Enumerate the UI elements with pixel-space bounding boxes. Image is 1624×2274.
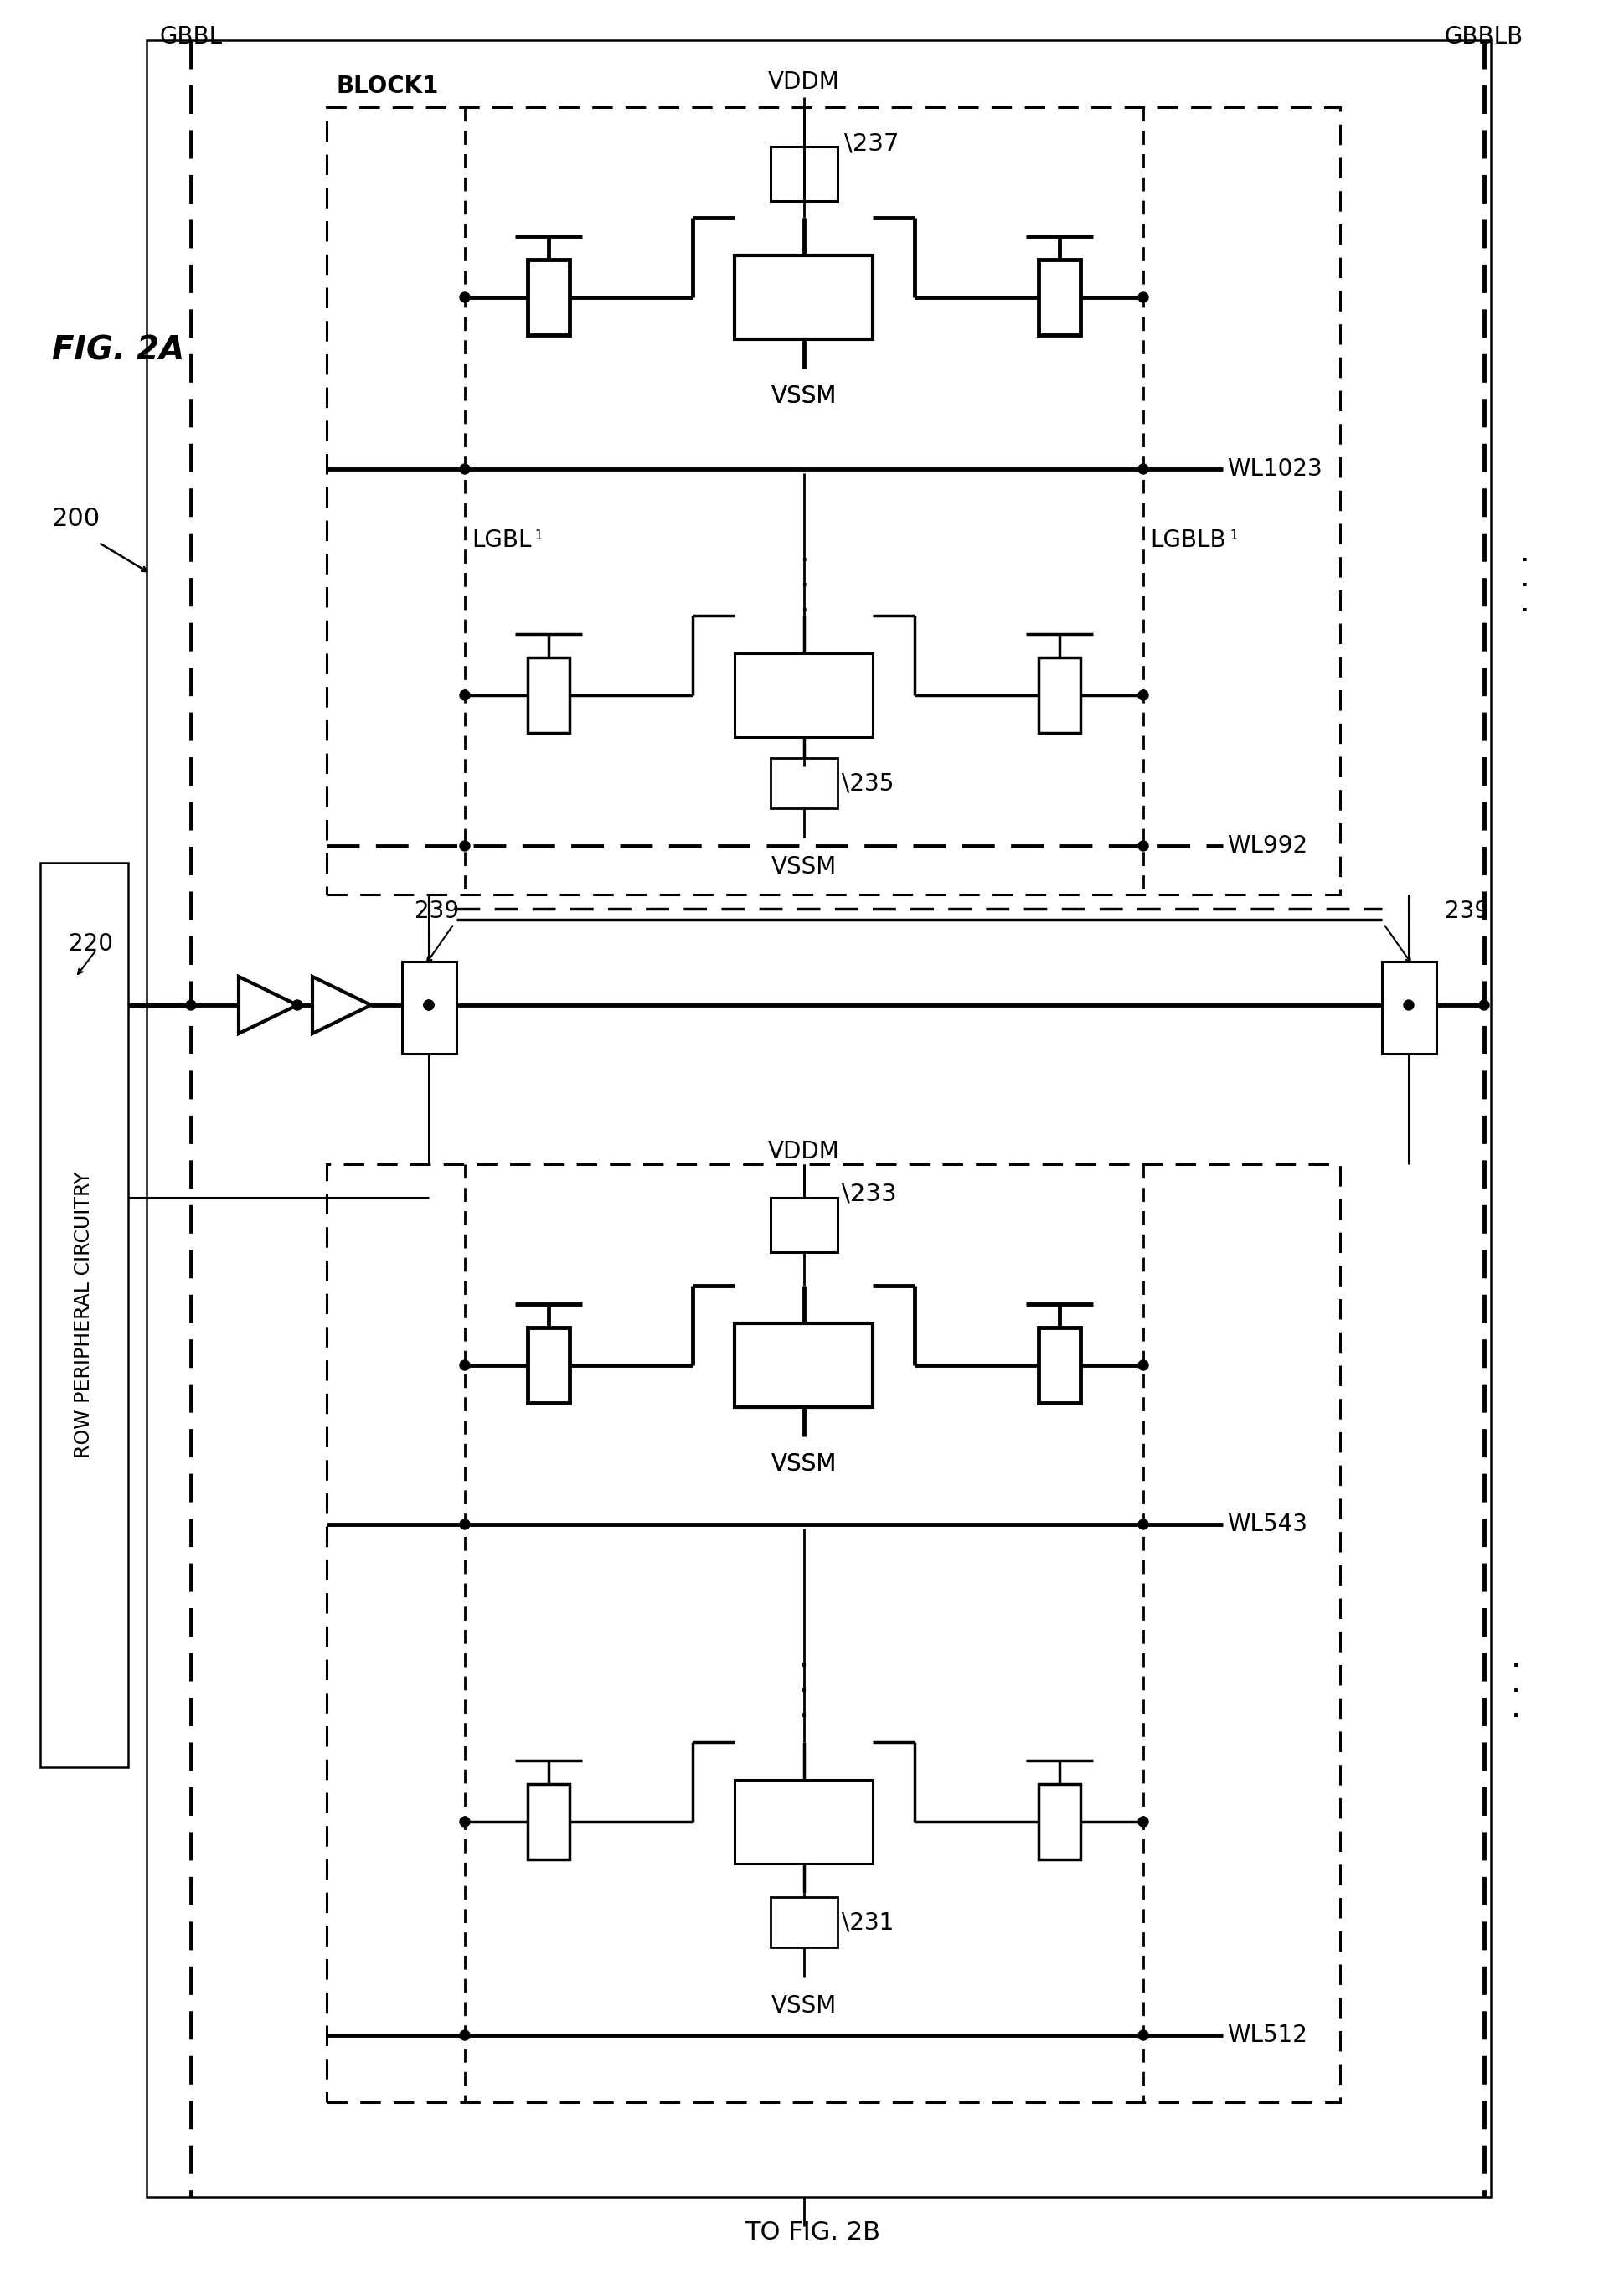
Bar	[528, 657, 570, 732]
Text: ROW PERIPHERAL CIRCUITRY: ROW PERIPHERAL CIRCUITRY	[73, 1171, 94, 1458]
Text: \235: \235	[841, 771, 893, 796]
Text: TO FIG. 2B: TO FIG. 2B	[744, 2219, 880, 2244]
Text: 239: 239	[414, 901, 460, 923]
Circle shape	[424, 1001, 434, 1010]
Circle shape	[460, 1519, 469, 1530]
Text: ·: ·	[799, 548, 809, 575]
Text: WL1023: WL1023	[1228, 457, 1322, 480]
Bar	[403, 962, 456, 1053]
Bar	[770, 1198, 838, 1253]
Circle shape	[424, 1001, 434, 1010]
Circle shape	[1138, 464, 1148, 473]
Text: VSSM: VSSM	[771, 1453, 836, 1476]
Circle shape	[460, 2031, 469, 2040]
Text: BLOCK1: BLOCK1	[336, 75, 438, 98]
Bar	[146, 41, 1491, 2197]
Bar	[736, 653, 874, 737]
Text: ·: ·	[1520, 573, 1530, 600]
Text: LGBLB: LGBLB	[1150, 528, 1226, 553]
Circle shape	[1138, 1817, 1148, 1826]
Text: \233: \233	[841, 1182, 896, 1205]
Text: 239: 239	[1445, 901, 1489, 923]
Bar	[326, 1164, 1340, 2101]
Text: ·: ·	[799, 1676, 809, 1708]
Bar	[770, 1897, 838, 1947]
Circle shape	[1403, 1001, 1415, 1010]
Bar	[770, 146, 838, 200]
Bar	[736, 255, 874, 339]
Text: ·: ·	[1510, 1676, 1522, 1708]
Text: VSSM: VSSM	[771, 384, 836, 407]
Text: WL512: WL512	[1228, 2024, 1307, 2047]
Bar	[1039, 1328, 1080, 1403]
Circle shape	[1138, 2031, 1148, 2040]
Text: VDDM: VDDM	[768, 1139, 840, 1164]
Circle shape	[460, 689, 469, 700]
Circle shape	[460, 1817, 469, 1826]
Text: ·: ·	[799, 598, 809, 625]
Circle shape	[1138, 841, 1148, 850]
Circle shape	[460, 293, 469, 302]
Circle shape	[460, 841, 469, 850]
Bar	[736, 1323, 874, 1408]
Text: ·: ·	[799, 1651, 809, 1683]
Text: VSSM: VSSM	[771, 1994, 836, 2017]
Text: VSSM: VSSM	[771, 855, 836, 878]
Circle shape	[1138, 1519, 1148, 1530]
Circle shape	[1138, 689, 1148, 700]
Text: GBBL: GBBL	[159, 25, 222, 48]
Circle shape	[292, 1001, 302, 1010]
Bar	[41, 862, 128, 1767]
Bar	[1039, 1785, 1080, 1860]
Circle shape	[460, 464, 469, 473]
Text: ·: ·	[799, 573, 809, 600]
Text: ·: ·	[1520, 598, 1530, 625]
Text: ·: ·	[799, 1701, 809, 1733]
Bar	[528, 1785, 570, 1860]
Bar	[326, 107, 1340, 894]
Bar	[63, 973, 120, 1039]
Text: 200: 200	[52, 507, 101, 532]
Text: $_1$: $_1$	[534, 525, 542, 541]
Text: $_1$: $_1$	[1229, 525, 1237, 541]
Text: GBBLB: GBBLB	[1445, 25, 1523, 48]
Circle shape	[1138, 293, 1148, 302]
Bar	[1039, 259, 1080, 334]
Text: VDDM: VDDM	[768, 70, 840, 93]
Text: ·: ·	[1520, 548, 1530, 575]
Text: \231: \231	[841, 1910, 893, 1933]
Text: FIG. 2A: FIG. 2A	[52, 334, 185, 366]
Bar	[528, 1328, 570, 1403]
Bar	[736, 1781, 874, 1865]
Text: WL992: WL992	[1228, 835, 1307, 857]
Circle shape	[460, 1360, 469, 1371]
Circle shape	[1479, 1001, 1489, 1010]
Text: LGBL: LGBL	[471, 528, 531, 553]
Text: VSSM: VSSM	[771, 384, 836, 407]
Circle shape	[185, 1001, 197, 1010]
Bar	[770, 757, 838, 807]
Bar	[1039, 657, 1080, 732]
Text: ·: ·	[1510, 1701, 1522, 1733]
Text: \237: \237	[844, 132, 900, 155]
Bar	[528, 259, 570, 334]
Text: 220: 220	[70, 932, 114, 955]
Text: WL543: WL543	[1228, 1512, 1307, 1537]
Text: VSSM: VSSM	[771, 1453, 836, 1476]
Bar	[1382, 962, 1436, 1053]
Circle shape	[1138, 1360, 1148, 1371]
Text: ·: ·	[1510, 1651, 1522, 1683]
